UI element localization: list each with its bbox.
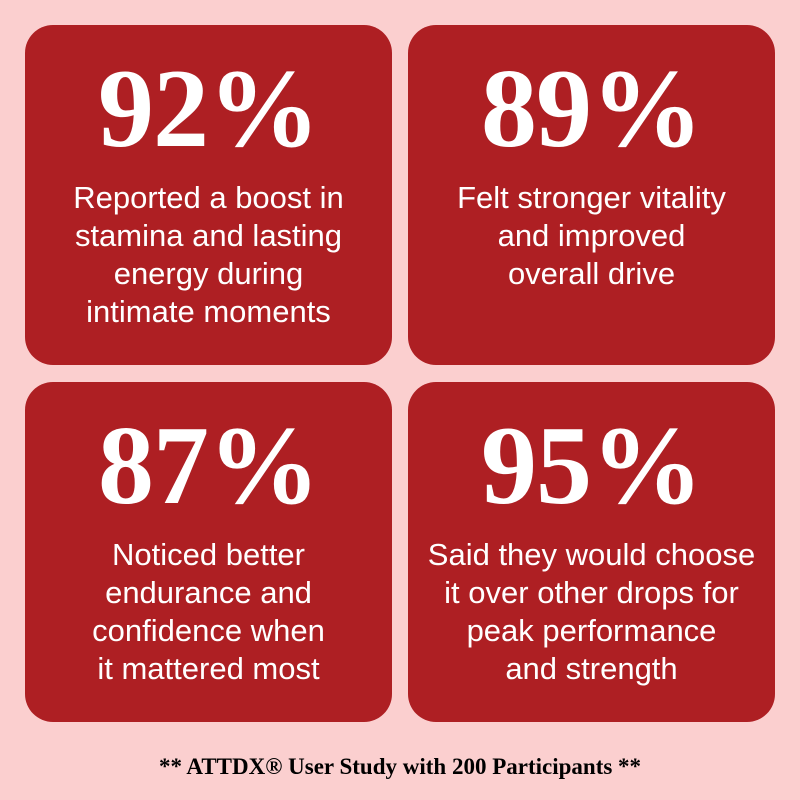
stat-card: 95% Said they would choose it over other d… [408,382,775,722]
description-line: Reported a boost in [73,180,344,215]
stat-card: 87% Noticed better endurance and confidence… [25,382,392,722]
description-line: Said they would choose [427,537,756,572]
stat-card: 92% Reported a boost in stamina and lastin… [25,25,392,365]
description-line: Felt stronger vitality [457,180,726,215]
description-line: endurance and [105,575,312,610]
description-line: stamina and lasting [74,218,343,253]
stat-description: Said they would choose it over other drop… [408,536,775,688]
stat-description: Felt stronger vitality and improved overal… [408,179,775,293]
description-line: intimate moments [86,294,331,329]
description-line: it mattered most [97,651,320,686]
description-line: and improved [497,218,686,253]
stat-value: 89% [481,47,703,171]
description-line: it over other drops for [444,575,739,610]
stat-value: 92% [98,47,320,171]
stat-card: 89% Felt stronger vitality and improved ove… [408,25,775,365]
stat-value: 95% [481,404,703,528]
description-line: peak performance [466,613,717,648]
footer-note: ** ATTDX® User Study with 200 Participan… [158,754,642,779]
stat-value: 87% [98,404,320,528]
description-line: and strength [505,651,678,686]
description-line: energy during [113,256,304,291]
description-line: confidence when [92,613,325,648]
description-line: overall drive [507,256,676,291]
description-line: Noticed better [112,537,305,572]
stat-description: Reported a boost in stamina and lasting en… [25,179,392,331]
stat-description: Noticed better endurance and confidence wh… [25,536,392,688]
